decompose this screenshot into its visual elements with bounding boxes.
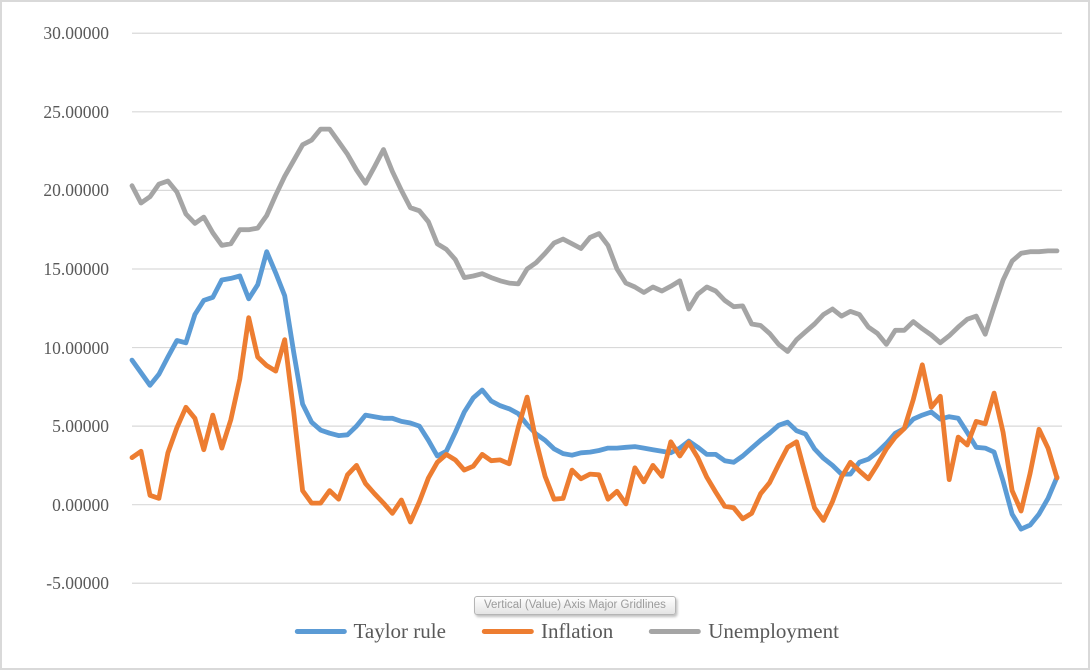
- legend[interactable]: Taylor rule Inflation Unemployment: [294, 619, 839, 644]
- series-line-taylor-rule[interactable]: [129, 249, 1060, 532]
- legend-label: Unemployment: [708, 619, 839, 643]
- legend-item-unemployment[interactable]: Unemployment: [649, 619, 839, 644]
- legend-line-marker: [649, 629, 702, 634]
- y-axis-tick-label: 15.00000: [43, 258, 109, 279]
- y-axis-tick-label: 0.00000: [52, 494, 109, 515]
- y-axis-tick-label: -5.00000: [46, 573, 109, 594]
- y-axis-tick-label: 30.00000: [43, 23, 109, 44]
- y-axis-tick-label: 25.00000: [43, 101, 109, 122]
- y-axis: 30.00000 25.00000 20.00000 15.00000 10.00000…: [2, 2, 109, 668]
- tooltip: Vertical (Value) Axis Major Gridlines: [474, 596, 676, 615]
- legend-label: Inflation: [540, 619, 614, 643]
- legend-line-marker: [481, 629, 534, 634]
- series-line-unemployment[interactable]: [129, 126, 1060, 354]
- tooltip-text: Vertical (Value) Axis Major Gridlines: [484, 599, 666, 611]
- y-axis-tick-label: 10.00000: [43, 337, 109, 358]
- y-axis-tick-label: 20.00000: [43, 180, 109, 201]
- legend-label: Taylor rule: [353, 619, 446, 643]
- legend-item-inflation[interactable]: Inflation: [481, 619, 614, 644]
- legend-line-marker: [294, 629, 347, 634]
- y-axis-tick-label: 5.00000: [52, 416, 109, 437]
- legend-item-taylor-rule[interactable]: Taylor rule: [294, 619, 446, 644]
- series-line-inflation[interactable]: [129, 315, 1060, 525]
